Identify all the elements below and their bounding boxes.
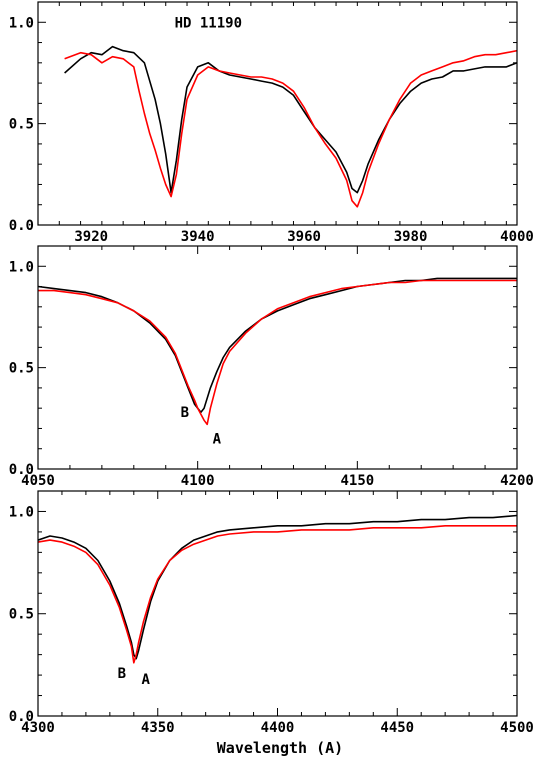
- y-tick-label: 1.0: [9, 504, 34, 520]
- series-group: [38, 514, 517, 664]
- x-tick-label: 4000: [500, 229, 534, 245]
- series-line-black: [64, 45, 517, 194]
- x-tick-label: 3980: [394, 229, 428, 245]
- x-tick-label: 4100: [181, 473, 215, 489]
- x-tick-label: 4150: [340, 473, 374, 489]
- annotation-a: A: [213, 432, 222, 448]
- series-group: [64, 45, 517, 208]
- y-tick-label: 0.0: [9, 218, 34, 234]
- x-tick-label: 3960: [287, 229, 321, 245]
- panels: 3920 3940 3960 3980 4000 0.0 0.5 1.0 HD 11190 405…: [9, 1, 534, 736]
- x-tick-label: 4050: [21, 473, 55, 489]
- y-tick-label: 0.0: [9, 709, 34, 725]
- x-tick-label: 4300: [21, 720, 55, 736]
- series-group: [38, 277, 517, 426]
- x-axis-title: Wavelength (A): [217, 739, 343, 757]
- y-tick-label: 1.0: [9, 259, 34, 275]
- x-tick-label: 4350: [141, 720, 175, 736]
- y-tick-label: 0.5: [9, 361, 34, 377]
- panel-frame: [37, 245, 518, 470]
- series-line-red: [64, 49, 517, 208]
- panel-1: 3920 3940 3960 3980 4000 0.0 0.5 1.0 HD 11190: [9, 1, 534, 245]
- y-tick-label: 1.0: [9, 15, 34, 31]
- x-tick-label: 3940: [181, 229, 215, 245]
- x-tick-label: 4400: [261, 720, 295, 736]
- annotation-a: A: [142, 672, 151, 688]
- panel-3: 4300 4350 4400 4450 4500 0.0 0.5 1.0 B A: [9, 490, 534, 736]
- series-line-black: [38, 277, 517, 414]
- series-line-red: [38, 279, 517, 426]
- x-tick-label: 3920: [74, 229, 108, 245]
- panel-frame: [37, 1, 518, 226]
- y-tick-label: 0.5: [9, 607, 34, 623]
- panel-frame: [37, 490, 518, 717]
- y-tick-label: 0.5: [9, 117, 34, 133]
- annotation-b: B: [181, 405, 189, 421]
- panel-2: 4050 4100 4150 4200 0.0 0.5 1.0 B A: [9, 245, 534, 489]
- series-line-red: [38, 524, 517, 664]
- x-tick-label: 4200: [500, 473, 534, 489]
- x-tick-label: 4450: [380, 720, 414, 736]
- panel-title: HD 11190: [175, 15, 242, 31]
- annotation-b: B: [118, 666, 126, 682]
- x-tick-label: 4500: [500, 720, 534, 736]
- y-tick-label: 0.0: [9, 462, 34, 478]
